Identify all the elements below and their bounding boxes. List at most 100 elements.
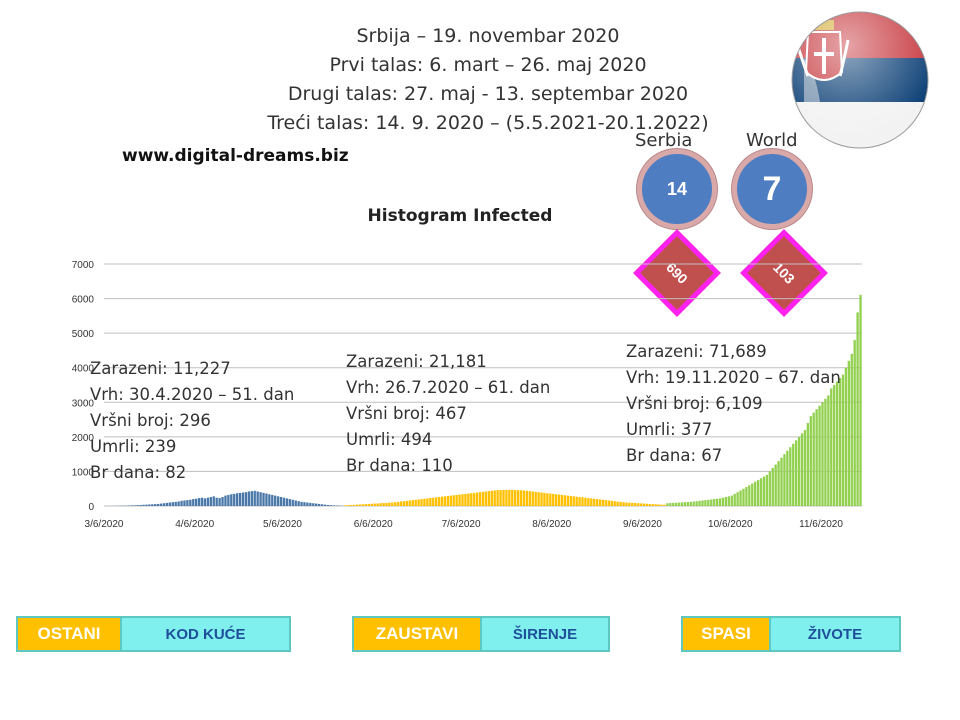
- wave-1-bar: [274, 495, 277, 506]
- y-tick-label: 1000: [72, 467, 95, 478]
- x-tick-label: 7/6/2020: [442, 519, 481, 530]
- wave-1-bar: [256, 491, 259, 506]
- wave-2-bar: [575, 496, 578, 506]
- wave-1-bar: [212, 496, 215, 506]
- wave-1-bar: [162, 503, 166, 506]
- wave-1-bar: [133, 505, 136, 506]
- chart-title: Histogram Infected: [367, 206, 553, 226]
- wave-1-bar: [238, 492, 242, 506]
- wave-1-bar: [250, 491, 253, 506]
- wave-1-days: Br dana: 82: [90, 463, 187, 482]
- wave-3-bar: [803, 429, 807, 506]
- wave-2-bar: [373, 503, 376, 506]
- wave-2-bar: [546, 493, 549, 506]
- wave-1-bar: [271, 494, 274, 506]
- wave-2-bar: [590, 498, 593, 506]
- wave-2-bar: [344, 505, 347, 506]
- wave-3-bar: [762, 476, 766, 506]
- wave-2-bar: [581, 497, 584, 506]
- wave-2-bar: [619, 501, 622, 506]
- serbia-flag-icon: [791, 11, 929, 149]
- wave-3-bar: [666, 503, 669, 506]
- wave-2-bar: [493, 490, 496, 506]
- wave-3-bar: [859, 294, 862, 506]
- wave-2-bar: [470, 493, 473, 506]
- wave-3-bar: [838, 378, 842, 506]
- wave-2-bar: [601, 499, 605, 506]
- header-line-first-wave: Prvi talas: 6. mart – 26. maj 2020: [329, 54, 647, 76]
- wave-2-bar: [420, 499, 423, 506]
- wave-3-bar: [751, 483, 754, 506]
- wave-2-bar: [367, 503, 371, 506]
- wave-2-bar: [429, 498, 432, 506]
- wave-1-bar: [209, 497, 212, 506]
- wave-1-bar: [142, 504, 145, 506]
- wave-2-bar: [499, 490, 502, 506]
- wave-3-bar: [692, 501, 695, 506]
- slogan-save-lives-verb: SPASI: [683, 618, 771, 650]
- wave-1-bar: [168, 502, 172, 506]
- header-line-second-wave: Drugi talas: 27. maj - 13. septembar 202…: [287, 83, 689, 105]
- wave-3-bar: [789, 447, 792, 506]
- wave-1-bar: [230, 494, 233, 506]
- wave-1-bar: [235, 493, 239, 506]
- wave-3-bar: [733, 493, 736, 506]
- wave-2-bar: [399, 501, 403, 506]
- wave-1-bar: [288, 499, 292, 506]
- wave-3-bar: [830, 388, 833, 506]
- wave-2-bar: [446, 495, 450, 506]
- wave-2-bar: [511, 489, 514, 506]
- wave-3-days: Br dana: 67: [626, 446, 723, 465]
- wave-2-bar: [417, 499, 420, 506]
- wave-2-infected: Zarazeni: 21,181: [346, 352, 487, 371]
- wave-1-bar: [195, 498, 198, 506]
- wave-2-bar: [435, 497, 438, 506]
- wave-3-bar: [745, 486, 748, 506]
- wave-1-bar: [139, 504, 142, 506]
- wave-3-peak-count: Vršni broj: 6,109: [626, 394, 763, 413]
- site-url[interactable]: www.digital-dreams.biz: [122, 146, 349, 166]
- slogan-save-lives: SPASI ŽIVOTE: [681, 616, 901, 652]
- wave-2-bar: [426, 498, 429, 506]
- wave-1-bar: [297, 501, 300, 506]
- wave-2-bar: [402, 501, 406, 506]
- wave-3-bar: [704, 500, 707, 506]
- wave-1-bar: [315, 503, 318, 506]
- wave-1-deaths: Umrli: 239: [90, 437, 177, 456]
- wave-1-bar: [192, 499, 195, 506]
- wave-1-bar: [320, 504, 324, 506]
- wave-1-bar: [177, 501, 180, 506]
- wave-2-peak: Vrh: 26.7.2020 – 61. dan: [346, 378, 551, 397]
- world-rank: 7: [762, 169, 782, 208]
- y-tick-label: 4000: [72, 364, 95, 375]
- wave-2-bar: [467, 493, 470, 506]
- wave-3-bar: [695, 501, 698, 506]
- wave-3-bar: [759, 478, 763, 506]
- wave-1-bar: [186, 500, 189, 506]
- wave-3-bar: [765, 474, 769, 506]
- wave-1-bar: [206, 497, 210, 506]
- slogan-stay-home-verb: OSTANI: [18, 618, 122, 650]
- x-tick-label: 10/6/2020: [708, 519, 753, 530]
- wave-2-bar: [370, 503, 373, 506]
- y-tick-label: 6000: [72, 295, 95, 306]
- wave-2-bar: [642, 503, 646, 506]
- wave-2-bar: [437, 497, 441, 506]
- wave-1-bar: [183, 500, 186, 506]
- wave-2-bar: [405, 500, 409, 506]
- wave-2-bar: [631, 502, 634, 506]
- y-tick-label: 3000: [72, 398, 95, 409]
- x-tick-label: 5/6/2020: [263, 519, 302, 530]
- world-rank-circle: 7: [732, 149, 812, 229]
- wave-2-bar: [525, 490, 529, 506]
- wave-2-bar: [540, 492, 543, 506]
- wave-3-bar: [777, 461, 780, 506]
- wave-2-bar: [639, 503, 643, 506]
- x-tick-label: 9/6/2020: [623, 519, 662, 530]
- wave-3-bar: [698, 500, 701, 506]
- wave-1-bar: [203, 498, 207, 506]
- wave-3-peak: Vrh: 19.11.2020 – 67. dan: [626, 368, 841, 387]
- wave-3-bar: [669, 503, 672, 506]
- wave-1-bar: [247, 491, 251, 506]
- wave-1-bar: [285, 498, 289, 506]
